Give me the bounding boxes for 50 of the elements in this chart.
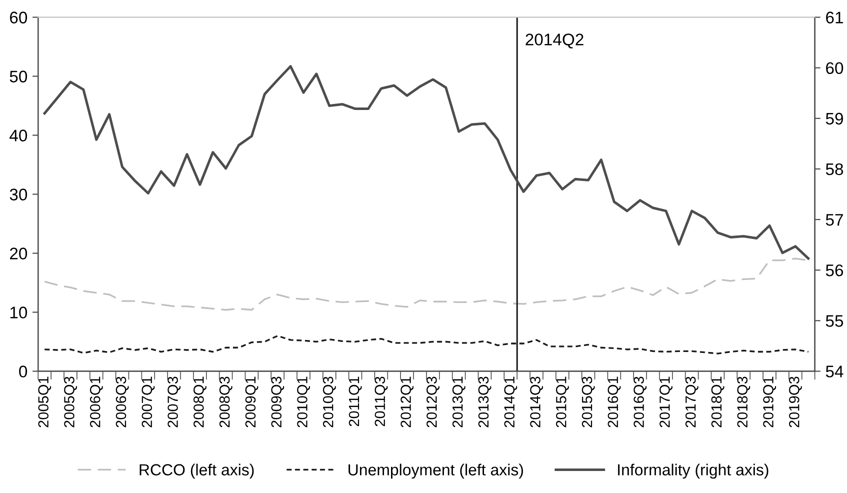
y-tick-label: 30 (10, 188, 28, 200)
x-tick-label: 2010Q3 (322, 376, 336, 428)
y2-tick-label: 61 (826, 12, 843, 24)
x-tick-label: 2007Q3 (168, 376, 181, 428)
x-tick-label: 2018Q3 (737, 376, 750, 428)
x-tick-label: 2009Q3 (271, 376, 284, 428)
y2-tick-label: 55 (826, 315, 844, 327)
y2-tick-label: 60 (826, 62, 844, 74)
x-tick-label: 2009Q1 (245, 376, 258, 428)
x-tick-label: 2006Q1 (90, 376, 103, 428)
x-tick-label: 2005Q1 (38, 376, 52, 428)
y2-tick-label: 59 (826, 112, 843, 125)
x-tick-label: 2015Q1 (556, 376, 569, 428)
legend-label: RCCO (left axis) (140, 464, 254, 479)
x-tick-label: 2013Q3 (478, 376, 492, 428)
x-tick-label: 2011Q3 (374, 376, 388, 426)
y-tick-label: 20 (10, 248, 28, 260)
x-tick-label: 2016Q3 (634, 376, 647, 428)
annotation: 2014Q2 (526, 34, 584, 48)
y2-tick-label: 56 (826, 264, 844, 276)
x-tick-label: 2014Q3 (530, 376, 544, 428)
y-tick-label: 10 (10, 306, 28, 318)
x-tick-label: 2017Q1 (660, 376, 672, 428)
x-tick-label: 2011Q1 (348, 376, 362, 426)
x-tick-label: 2014Q1 (504, 376, 518, 428)
line-series (43, 65, 810, 260)
x-tick-label: 2005Q3 (64, 376, 78, 428)
x-tick-label: 2015Q3 (582, 376, 595, 428)
x-tick-label: 2019Q1 (763, 376, 776, 428)
legend-label: Informality (right axis) (618, 464, 768, 479)
x-tick-label: 2006Q3 (116, 376, 129, 428)
x-tick-label: 2008Q1 (194, 376, 206, 428)
x-tick-label: 2010Q1 (297, 376, 310, 428)
x-tick-label: 2007Q1 (142, 376, 155, 428)
y2-tick-label: 58 (826, 163, 844, 176)
x-tick-label: 2012Q3 (426, 376, 440, 428)
x-tick-label: 2012Q1 (400, 376, 414, 428)
y-tick-label: 60 (10, 12, 28, 24)
x-tick-label: 2016Q1 (608, 376, 621, 428)
y2-tick-label: 57 (826, 214, 843, 226)
y2-tick-label: 54 (826, 366, 844, 378)
legend-label: Unemployment (left axis) (348, 464, 523, 479)
y-tick-label: 0 (19, 366, 28, 378)
x-tick-label: 2017Q3 (685, 376, 698, 428)
x-tick-label: 2019Q3 (788, 376, 802, 428)
x-tick-label: 2008Q3 (219, 376, 232, 428)
x-tick-label: 2018Q1 (711, 376, 724, 428)
y-tick-label: 50 (10, 70, 28, 82)
x-tick-label: 2013Q1 (452, 376, 466, 428)
y-tick-label: 40 (10, 130, 28, 142)
